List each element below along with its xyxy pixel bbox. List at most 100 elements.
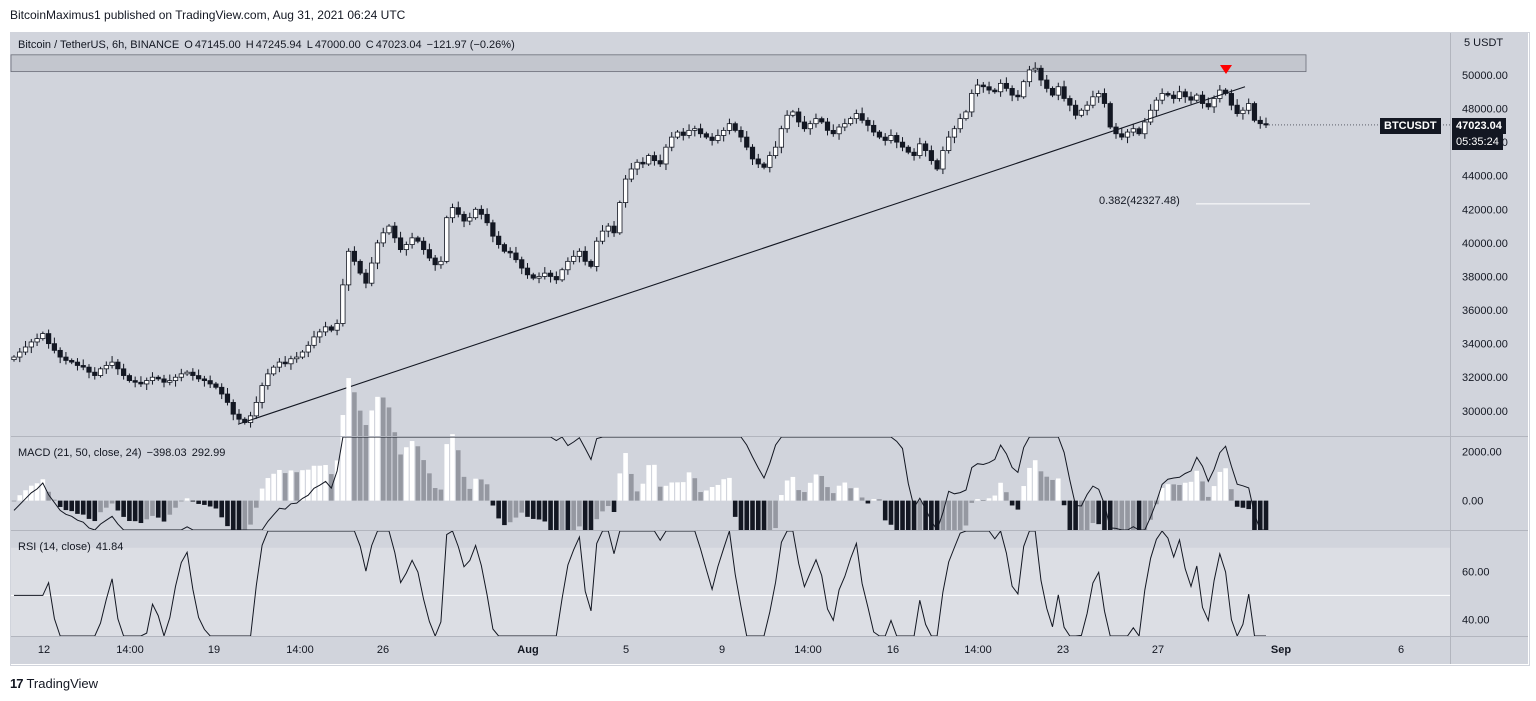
- candle-down: [611, 225, 617, 234]
- macd-histogram-bar: [438, 489, 444, 501]
- macd-histogram-bar: [669, 482, 675, 501]
- candle-up: [178, 373, 184, 378]
- ohlc-close-value: 47023.04: [375, 39, 422, 51]
- candle-down: [738, 129, 744, 138]
- candle-down: [74, 361, 81, 366]
- candle-up: [1194, 94, 1200, 101]
- candle-down: [1049, 88, 1056, 96]
- macd-histogram-bar: [1200, 481, 1205, 501]
- macd-histogram-bar: [300, 470, 305, 501]
- candle-up: [1032, 67, 1038, 71]
- macd-histogram-bar: [715, 484, 721, 501]
- candle-down: [530, 274, 536, 279]
- candle-down: [1165, 93, 1171, 96]
- macd-histogram-bar: [623, 453, 628, 501]
- macd-histogram-bar: [155, 500, 161, 518]
- macd-histogram-bar: [513, 500, 519, 518]
- candle-down: [63, 356, 69, 361]
- candle-up: [888, 135, 894, 141]
- macd-title[interactable]: MACD (21, 50, close, 24): [18, 447, 142, 459]
- candle-down: [709, 136, 715, 141]
- fib-level-label: 0.382(42327.48): [1099, 195, 1180, 207]
- macd-value-2: 292.99: [191, 447, 226, 459]
- candle-up: [1240, 109, 1246, 115]
- candle-up: [726, 123, 733, 131]
- candle-down: [1251, 103, 1258, 121]
- price-tick-label: 30000.00: [1462, 406, 1508, 418]
- candle-down: [121, 368, 127, 376]
- macd-histogram-bar: [1223, 468, 1228, 501]
- macd-histogram-bar: [69, 500, 74, 512]
- candle-down: [507, 250, 513, 254]
- price-tick-label: 32000.00: [1462, 372, 1508, 384]
- macd-histogram-bar: [773, 500, 778, 529]
- candle-down: [496, 235, 502, 245]
- time-tick-label: 12: [38, 644, 50, 656]
- macd-histogram-bar: [34, 483, 40, 501]
- candle-down: [415, 237, 421, 242]
- candle-up: [969, 93, 975, 113]
- candle-down: [899, 141, 906, 148]
- macd-histogram-bar: [1217, 471, 1223, 501]
- candle-down: [513, 252, 519, 261]
- macd-histogram-bar: [1165, 484, 1171, 501]
- candle-down: [761, 163, 767, 168]
- candle-up: [28, 341, 34, 348]
- macd-histogram-bar: [1257, 500, 1263, 546]
- macd-histogram-bar: [536, 500, 542, 520]
- rsi-tick-label: 60.00: [1462, 567, 1490, 579]
- macd-histogram-bar: [484, 484, 490, 501]
- candle-down: [824, 121, 831, 131]
- candle-down: [363, 272, 369, 284]
- macd-histogram-bar: [692, 478, 698, 501]
- candle-down: [392, 225, 398, 239]
- time-tick-label: 14:00: [286, 644, 314, 656]
- macd-histogram-bar: [611, 500, 617, 513]
- candle-up: [184, 371, 190, 375]
- macd-histogram-bar: [236, 500, 242, 538]
- candle-down: [992, 89, 998, 93]
- candle-up: [259, 385, 265, 403]
- macd-histogram-bar: [819, 475, 825, 501]
- rsi-title[interactable]: RSI (14, close): [18, 541, 91, 553]
- candle-down: [490, 222, 496, 237]
- candle-up: [22, 346, 29, 353]
- price-axis-unit: 5 USDT: [1464, 37, 1504, 49]
- candle-up: [536, 276, 542, 279]
- candle-up: [409, 237, 415, 245]
- candle-down: [749, 146, 756, 160]
- candle-down: [1107, 103, 1113, 128]
- bearish-marker-icon: [1220, 64, 1232, 74]
- ohlc-high-label: H: [245, 39, 254, 51]
- candle-down: [1009, 88, 1015, 96]
- price-tick-label: 36000.00: [1462, 305, 1508, 317]
- macd-histogram-bar: [571, 500, 576, 533]
- macd-histogram-bar: [138, 500, 144, 524]
- macd-histogram-bar: [1206, 496, 1211, 501]
- macd-histogram-bar: [871, 499, 876, 501]
- macd-histogram-bar: [998, 482, 1003, 501]
- macd-histogram-bar: [161, 500, 167, 522]
- candle-down: [1015, 94, 1021, 98]
- macd-histogram-bar: [952, 500, 957, 535]
- footer-brand[interactable]: 17 TradingView: [10, 676, 98, 691]
- candle-down: [882, 136, 888, 141]
- macd-histogram-bar: [779, 495, 784, 501]
- candle-down: [397, 237, 404, 251]
- macd-histogram-bar: [52, 499, 57, 501]
- time-tick-label: 9: [719, 644, 725, 656]
- macd-histogram-bar: [825, 487, 830, 501]
- candle-down: [819, 118, 825, 123]
- macd-histogram-bar: [340, 415, 346, 501]
- macd-histogram-bar: [363, 425, 369, 501]
- candle-down: [703, 133, 709, 138]
- symbol-title[interactable]: Bitcoin / TetherUS, 6h, BINANCE: [18, 39, 180, 51]
- macd-histogram-bar: [259, 488, 265, 501]
- macd-histogram-bar: [271, 473, 276, 501]
- macd-histogram-bar: [1194, 470, 1200, 501]
- price-tick-label: 38000.00: [1462, 271, 1508, 283]
- macd-histogram-bar: [992, 495, 998, 501]
- macd-histogram-bar: [986, 498, 992, 501]
- ohlc-high-value: 47245.94: [255, 39, 302, 51]
